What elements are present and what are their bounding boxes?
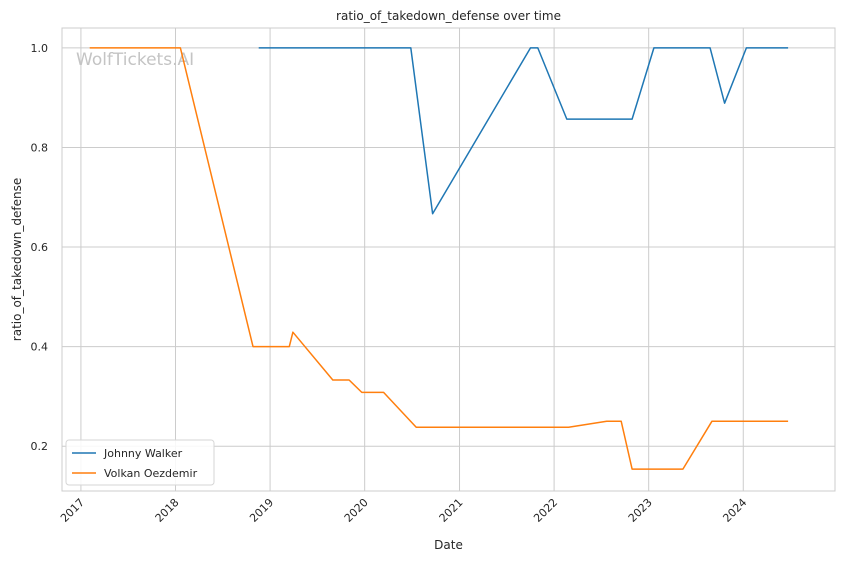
x-tick-label: 2019 (247, 496, 276, 525)
plot-frame (61, 27, 836, 492)
x-axis-label: Date (434, 538, 463, 552)
y-axis-ticks: 0.2 0.4 0.6 0.8 1.0 (31, 42, 49, 453)
x-tick-label: 2021 (437, 496, 466, 525)
x-tick-label: 2023 (626, 496, 655, 525)
y-tick-label: 0.8 (31, 141, 49, 154)
x-axis-ticks: 2017 2018 2019 2020 2021 2022 2023 2024 (58, 496, 749, 525)
legend-box (65, 439, 215, 486)
y-tick-label: 1.0 (31, 42, 49, 55)
legend-label: Johnny Walker (103, 447, 183, 460)
series-line-volkan-oezdemir (89, 47, 789, 470)
chart-title: ratio_of_takedown_defense over time (336, 9, 561, 23)
watermark-text: WolfTickets.AI (76, 50, 194, 70)
legend-label: Volkan Oezdemir (104, 467, 198, 480)
series-lines (89, 47, 789, 470)
legend: Johnny Walker Volkan Oezdemir (65, 439, 215, 486)
x-tick-label: 2024 (720, 496, 749, 525)
x-tick-label: 2018 (153, 496, 182, 525)
y-tick-label: 0.4 (31, 341, 49, 354)
y-axis-label: ratio_of_takedown_defense (10, 178, 24, 341)
x-tick-label: 2022 (531, 496, 560, 525)
y-tick-label: 0.6 (31, 241, 49, 254)
series-line-johnny-walker (258, 47, 789, 215)
x-tick-label: 2020 (342, 496, 371, 525)
x-tick-label: 2017 (58, 496, 87, 525)
y-tick-label: 0.2 (31, 440, 49, 453)
